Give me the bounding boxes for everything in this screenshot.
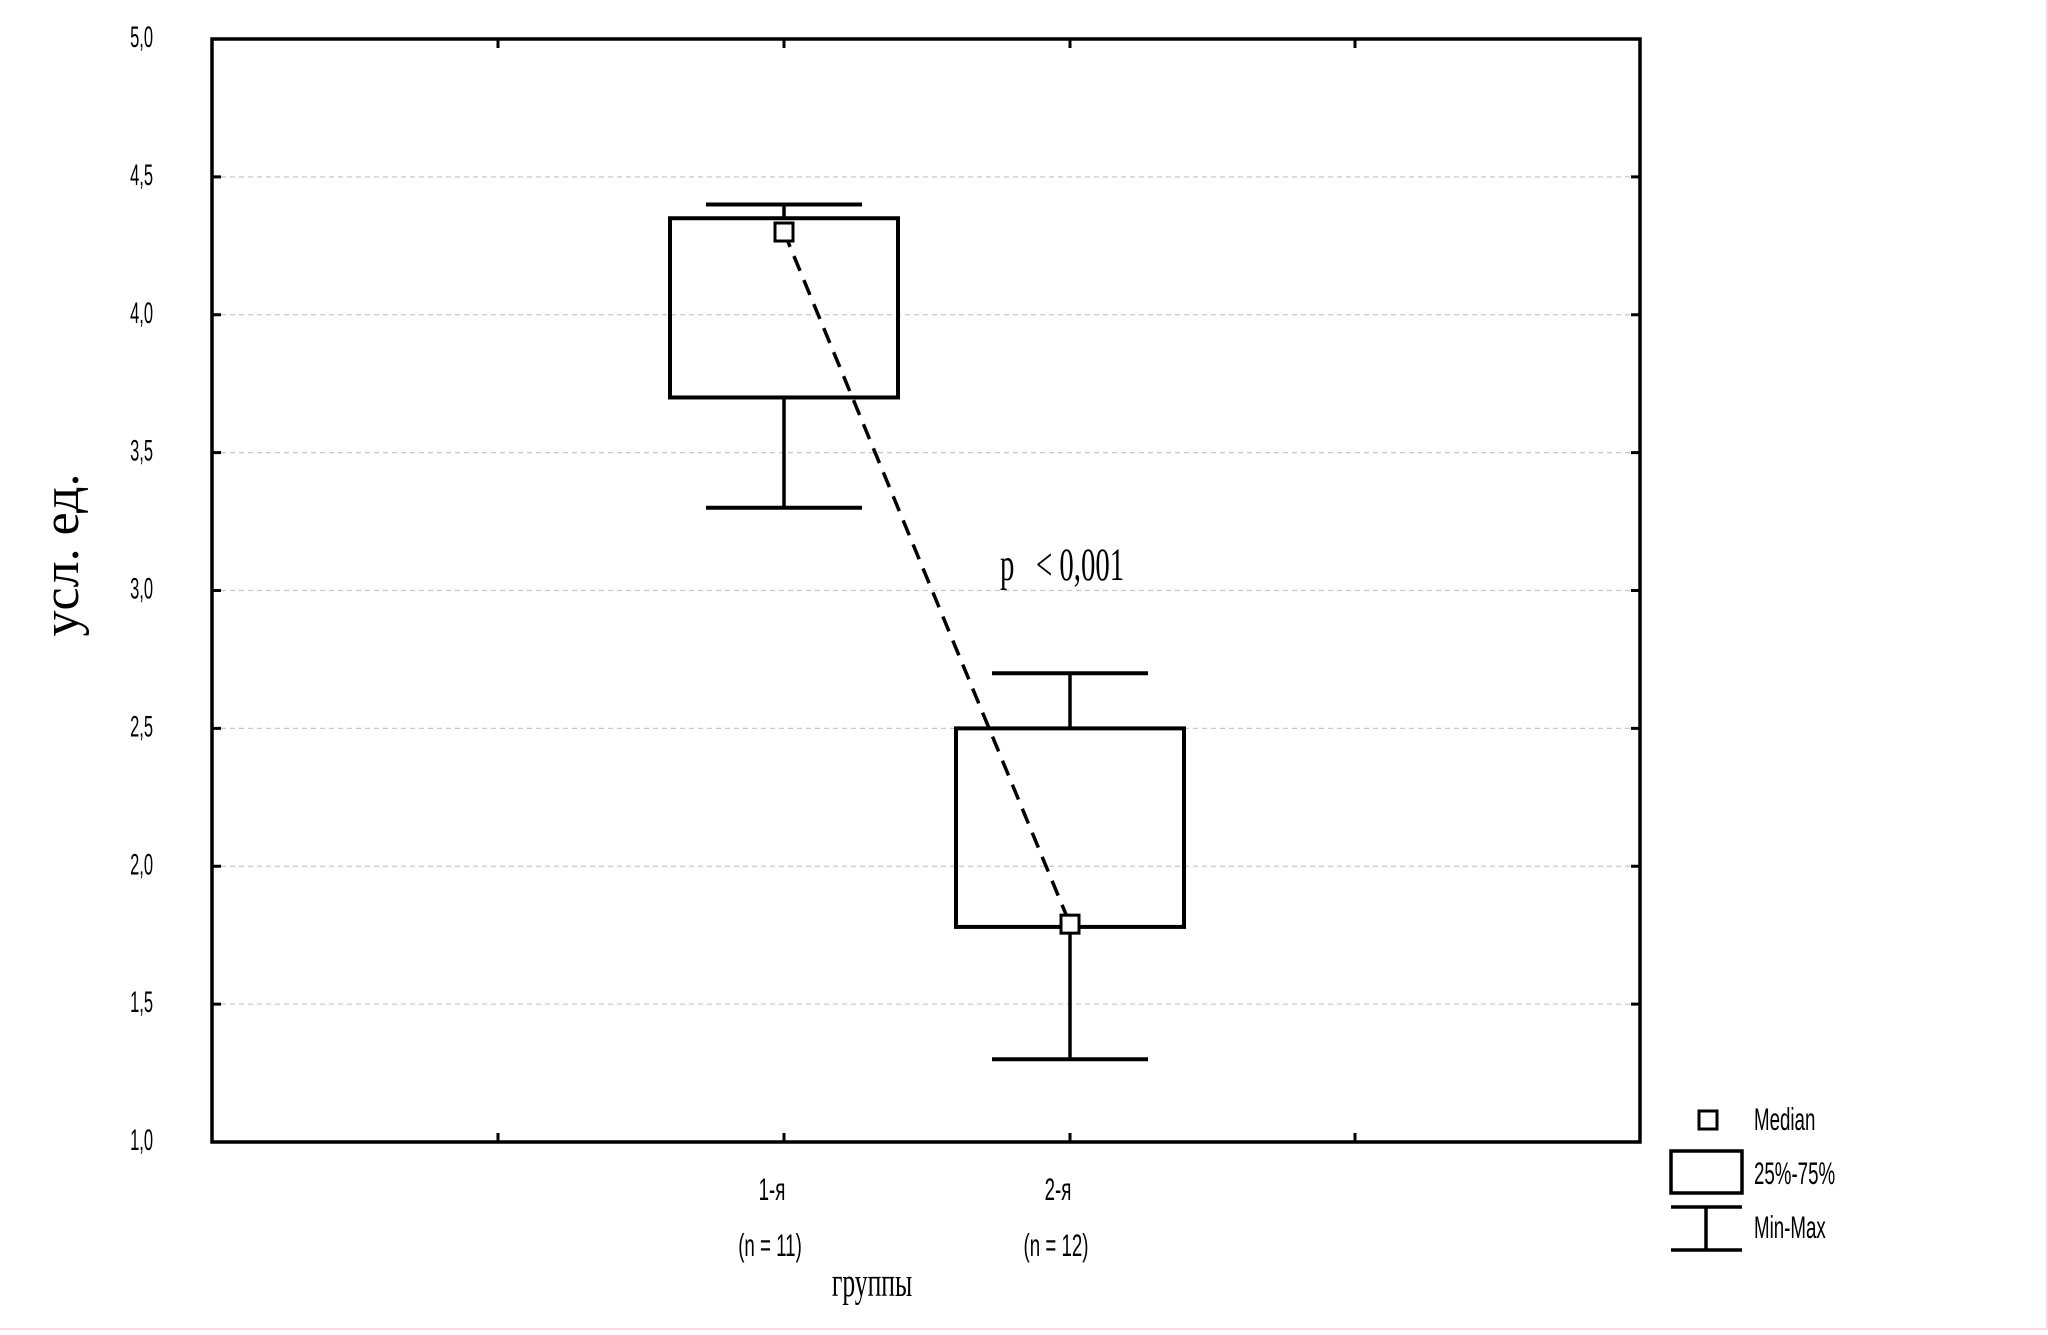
x-axis-label: группы xyxy=(832,1260,912,1306)
x-category-label: 2-я xyxy=(1045,1173,1072,1207)
iqr-box xyxy=(954,726,1186,929)
legend-whisker-label: Min-Max xyxy=(1754,1211,1826,1245)
y-axis-label: усл. ед. xyxy=(33,474,90,637)
grid-layer xyxy=(212,176,1640,1005)
plot-frame xyxy=(210,37,1642,1144)
y-tick-label: 2,0 xyxy=(130,848,153,881)
axis-layer: 1,0 1,5 2,0 2,5 3,0 3,5 4,0 4,5 5,0 1-я (n = 11) 2-… xyxy=(130,21,1642,1263)
legend-box-label: 25%-75% xyxy=(1754,1157,1835,1191)
legend-median-symbol xyxy=(1697,1109,1719,1131)
median-marker xyxy=(1059,913,1081,935)
y-tick-label: 2,5 xyxy=(130,710,153,743)
p-value-annotation: p < 0,001 xyxy=(1000,539,1124,591)
y-tick-label: 4,5 xyxy=(130,159,153,192)
right-edge-line xyxy=(2046,0,2048,1330)
x-category-n-label: (n = 12) xyxy=(1023,1229,1088,1263)
box-group-2 xyxy=(954,671,1186,1062)
median-marker xyxy=(773,221,795,243)
box-group-1 xyxy=(668,202,900,510)
y-tick-label: 3,5 xyxy=(130,435,153,468)
median-connector-line xyxy=(782,231,1072,925)
y-tick-label: 1,0 xyxy=(130,1124,153,1157)
legend-median-label: Median xyxy=(1754,1103,1815,1137)
x-category-label: 1-я xyxy=(759,1173,786,1207)
legend: Median 25%-75% Min-Max xyxy=(1669,1103,1835,1252)
y-tick-label: 5,0 xyxy=(130,21,153,54)
x-category-n-label: (n = 11) xyxy=(738,1229,802,1263)
legend-box-symbol xyxy=(1669,1149,1744,1195)
box-layer xyxy=(668,202,1186,1062)
bottom-edge-line xyxy=(0,1328,2048,1330)
y-tick-label: 3,0 xyxy=(130,573,153,606)
y-tick-label: 1,5 xyxy=(130,986,153,1019)
iqr-box xyxy=(668,216,900,400)
legend-whisker-symbol xyxy=(1671,1205,1742,1252)
y-tick-label: 4,0 xyxy=(130,297,153,330)
